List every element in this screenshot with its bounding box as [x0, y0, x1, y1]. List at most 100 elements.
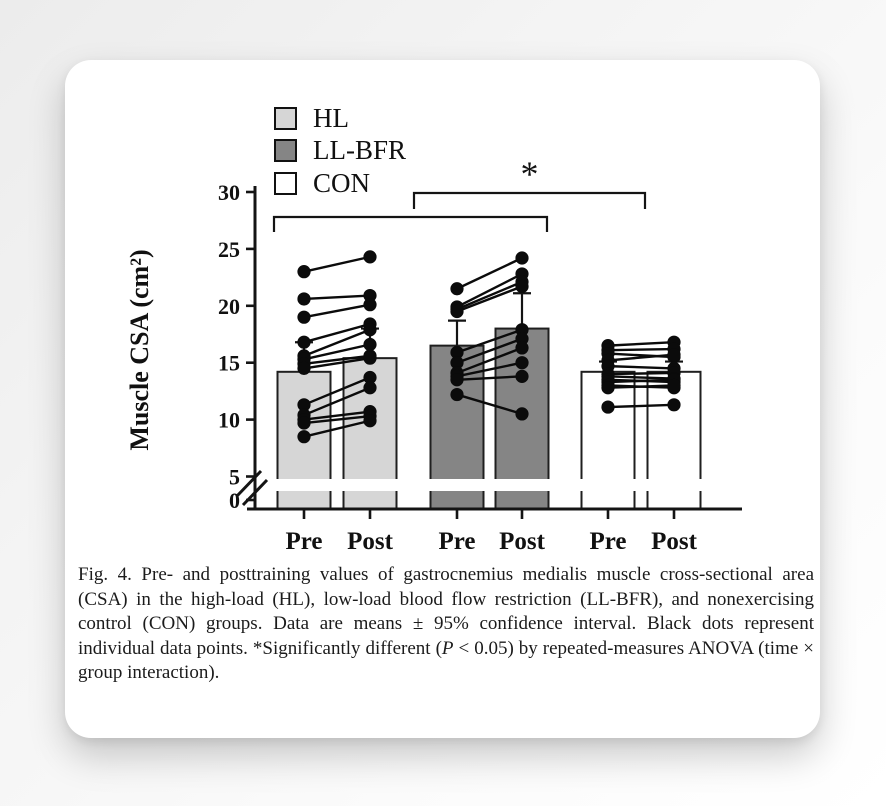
pair-line-hl [303, 343, 371, 361]
data-point-ll-bfr-post [515, 323, 529, 337]
legend-label-hl: HL [313, 103, 349, 133]
data-point-ll-bfr-pre [450, 387, 464, 402]
pair-line-hl [303, 322, 371, 344]
pair-line-ll-bfr [456, 361, 523, 378]
pair-line-hl [303, 303, 371, 319]
pair-line-con [607, 371, 675, 376]
pair-line-hl [303, 410, 371, 421]
pair-line-hl [303, 255, 371, 273]
significance-star: * [521, 154, 539, 194]
data-point-hl-post [363, 337, 377, 352]
data-point-hl-post [363, 298, 377, 312]
axis-break-band [259, 479, 742, 491]
axis-break-slash [241, 478, 269, 507]
data-point-hl-post [363, 351, 377, 365]
caption-text: Fig. 4. Pre- and posttraining values of … [78, 564, 814, 659]
data-point-ll-bfr-pre [450, 304, 464, 319]
legend-swatch-hl [274, 107, 297, 130]
y-tick-label: 5 [229, 465, 240, 490]
data-point-hl-pre [297, 335, 311, 349]
legend-swatch-con [274, 172, 297, 195]
y-axis-title: Muscle CSA (cm²) [125, 249, 154, 450]
data-point-con-post [667, 348, 681, 362]
data-point-ll-bfr-pre [450, 345, 464, 360]
data-point-hl-post [363, 370, 377, 385]
pair-line-hl [303, 356, 371, 370]
y-tick-label: 25 [218, 237, 240, 262]
data-point-hl-pre [297, 361, 311, 375]
x-tick-label-ll-bfr-post: Post [499, 528, 546, 555]
pair-line-con [607, 347, 675, 352]
pair-line-hl [303, 376, 371, 406]
pair-line-con [607, 341, 675, 347]
data-point-ll-bfr-pre [450, 356, 464, 370]
pair-line-con [607, 375, 675, 380]
legend-swatch-ll-bfr [274, 139, 297, 162]
data-point-con-pre [601, 400, 615, 414]
data-point-ll-bfr-post [515, 356, 529, 370]
pair-line-ll-bfr [456, 375, 523, 381]
data-point-hl-post [363, 288, 377, 303]
pair-line-ll-bfr [456, 272, 523, 309]
y-tick-label: 20 [218, 294, 240, 319]
data-point-con-post [667, 378, 681, 393]
data-point-hl-pre [297, 310, 311, 324]
data-point-ll-bfr-post [515, 332, 529, 346]
x-tick-label-con-post: Post [651, 528, 698, 555]
pair-line-con [607, 353, 675, 362]
x-tick-label-hl-pre: Pre [285, 528, 322, 555]
data-point-hl-pre [297, 416, 311, 430]
data-point-ll-bfr-post [515, 341, 529, 355]
data-point-hl-pre [297, 398, 311, 412]
x-tick-label-con-pre: Pre [589, 528, 626, 555]
pair-line-ll-bfr [456, 328, 523, 354]
pair-line-con [607, 364, 675, 370]
data-point-ll-bfr-post [515, 279, 529, 294]
pair-line-ll-bfr [456, 337, 523, 364]
data-point-hl-post [363, 381, 377, 395]
data-point-hl-pre [297, 292, 311, 306]
data-point-ll-bfr-post [515, 369, 529, 383]
significance-bracket-1 [272, 215, 549, 232]
pair-line-hl [303, 354, 371, 366]
pair-line-hl [303, 294, 371, 301]
pair-line-hl [303, 328, 371, 357]
figure-card: HL LL-BFR CON 30 25 20 15 10 5 0 Pre Post Pre Post Pre… [65, 60, 820, 738]
significance-bracket-2 [412, 191, 647, 209]
pair-line-con [607, 403, 675, 409]
data-point-con-post [667, 398, 681, 412]
pair-line-con [607, 384, 675, 389]
data-point-ll-bfr-post [515, 251, 529, 265]
data-point-hl-pre [297, 265, 311, 279]
axis-break-slash [235, 469, 263, 498]
pair-line-hl [303, 419, 371, 438]
legend-label-ll-bfr: LL-BFR [313, 135, 406, 165]
pair-line-ll-bfr [456, 346, 523, 375]
pair-line-ll-bfr [456, 393, 523, 416]
x-tick-label-ll-bfr-pre: Pre [438, 528, 475, 555]
pair-line-con [607, 378, 675, 384]
y-tick-label: 10 [218, 408, 240, 433]
legend-label-con: CON [313, 168, 370, 198]
pair-line-ll-bfr [456, 280, 523, 311]
data-point-ll-bfr-pre [450, 373, 464, 387]
pair-line-hl [303, 414, 371, 425]
pair-line-ll-bfr [456, 285, 523, 313]
y-tick-label: 30 [218, 180, 240, 205]
y-tick-label: 0 [229, 488, 240, 513]
y-tick-label: 15 [218, 351, 240, 376]
x-tick-label-hl-post: Post [347, 528, 394, 555]
data-point-hl-pre [297, 430, 311, 444]
caption-text: < 0.05) by repeated-measures ANOVA (time… [78, 637, 814, 684]
data-point-con-pre [601, 381, 615, 395]
figure-caption: Fig. 4. Pre- and posttraining values of … [78, 563, 814, 686]
pair-line-hl [303, 386, 371, 417]
data-point-hl-post [363, 250, 377, 264]
pair-line-ll-bfr [456, 256, 523, 290]
caption-italic-text: P [441, 637, 454, 659]
data-point-hl-post [363, 323, 377, 337]
data-point-ll-bfr-pre [450, 282, 464, 296]
data-point-hl-post [363, 414, 377, 428]
